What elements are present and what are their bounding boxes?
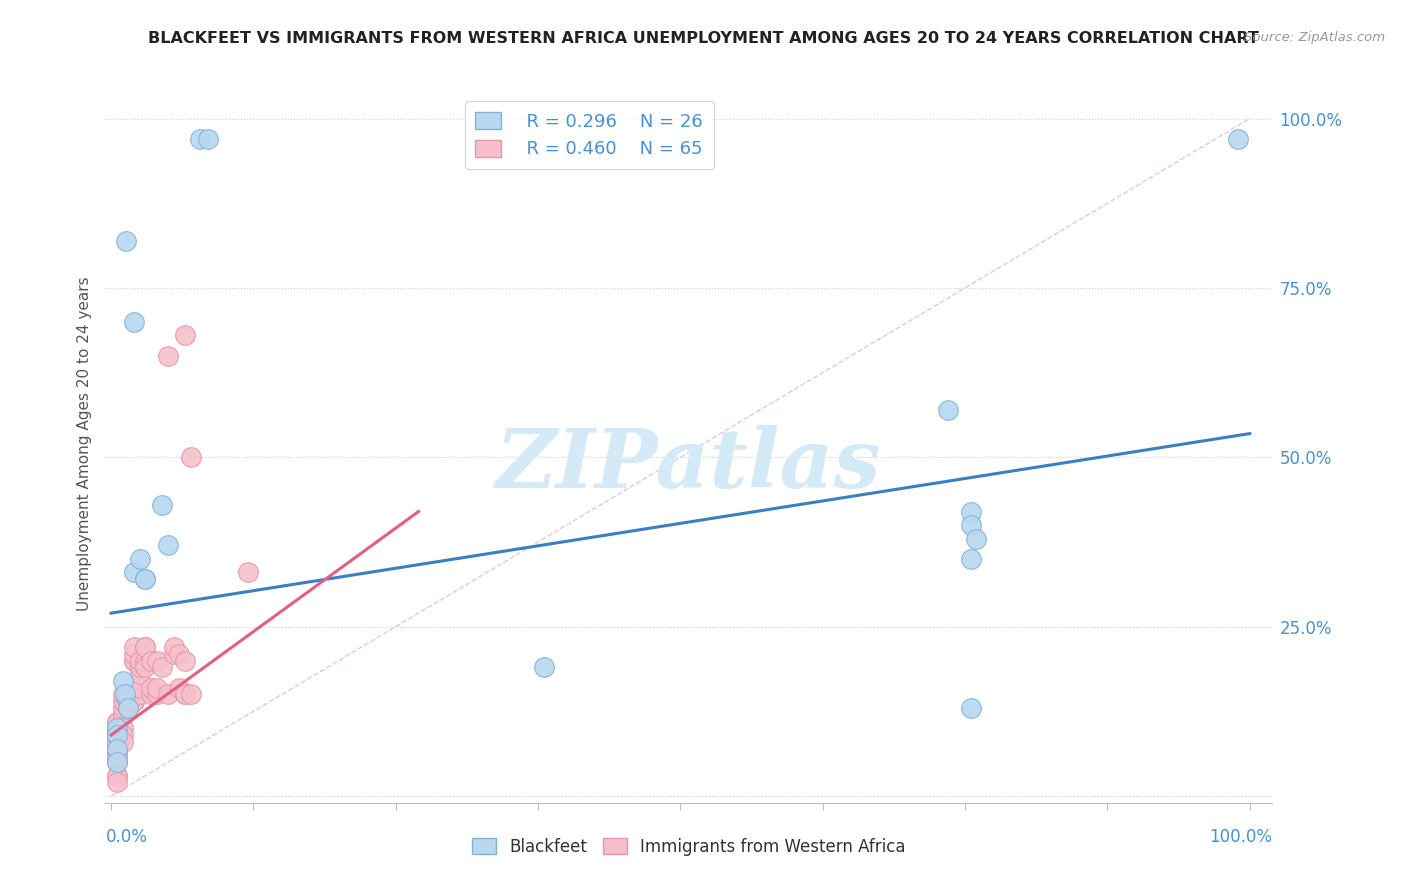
Point: [134, 572, 156, 586]
Point: [139, 687, 162, 701]
Point: [965, 532, 987, 546]
Point: [174, 654, 197, 668]
Point: [111, 707, 134, 722]
Point: [105, 755, 128, 769]
Point: [117, 687, 139, 701]
Point: [128, 654, 150, 668]
Point: [174, 687, 197, 701]
Point: [117, 701, 139, 715]
Point: [128, 552, 150, 566]
Point: [122, 566, 145, 580]
Point: [134, 660, 156, 674]
Point: [169, 681, 191, 695]
Point: [111, 673, 134, 688]
Point: [180, 450, 202, 465]
Point: [105, 748, 128, 763]
Point: [111, 728, 134, 742]
Point: [111, 687, 134, 701]
Point: [122, 640, 145, 654]
Point: [180, 687, 202, 701]
Point: [111, 701, 134, 715]
Point: [105, 748, 128, 763]
Point: [533, 660, 555, 674]
Point: [122, 647, 145, 661]
Point: [115, 234, 138, 248]
Point: [105, 721, 128, 735]
Point: [105, 775, 128, 789]
Text: Source: ZipAtlas.com: Source: ZipAtlas.com: [1244, 31, 1385, 45]
Point: [117, 701, 139, 715]
Point: [105, 714, 128, 729]
Point: [105, 714, 128, 729]
Point: [111, 707, 134, 722]
Point: [150, 498, 173, 512]
Point: [105, 728, 128, 742]
Point: [174, 328, 197, 343]
Point: [122, 694, 145, 708]
Point: [122, 654, 145, 668]
Point: [157, 687, 180, 701]
Point: [128, 667, 150, 681]
Point: [117, 694, 139, 708]
Point: [105, 741, 128, 756]
Text: BLACKFEET VS IMMIGRANTS FROM WESTERN AFRICA UNEMPLOYMENT AMONG AGES 20 TO 24 YEA: BLACKFEET VS IMMIGRANTS FROM WESTERN AFR…: [148, 31, 1258, 46]
Point: [139, 654, 162, 668]
Point: [122, 694, 145, 708]
Point: [163, 640, 186, 654]
Point: [145, 687, 167, 701]
Point: [959, 504, 981, 518]
Text: ZIPatlas: ZIPatlas: [496, 425, 882, 505]
Point: [169, 647, 191, 661]
Point: [128, 681, 150, 695]
Point: [105, 748, 128, 763]
Point: [105, 769, 128, 783]
Point: [139, 681, 162, 695]
Point: [105, 721, 128, 735]
Point: [959, 518, 981, 533]
Point: [174, 687, 197, 701]
Point: [128, 687, 150, 701]
Point: [236, 566, 259, 580]
Point: [105, 755, 128, 769]
Point: [197, 132, 219, 146]
Point: [163, 647, 186, 661]
Point: [105, 755, 128, 769]
Text: 0.0%: 0.0%: [105, 828, 148, 846]
Point: [188, 132, 211, 146]
Point: [105, 721, 128, 735]
Point: [122, 654, 145, 668]
Text: 100.0%: 100.0%: [1209, 828, 1272, 846]
Y-axis label: Unemployment Among Ages 20 to 24 years: Unemployment Among Ages 20 to 24 years: [77, 277, 93, 611]
Point: [150, 660, 173, 674]
Point: [122, 315, 145, 329]
Point: [114, 687, 136, 701]
Legend: Blackfeet, Immigrants from Western Africa: Blackfeet, Immigrants from Western Afric…: [465, 831, 912, 863]
Point: [134, 654, 156, 668]
Point: [959, 552, 981, 566]
Point: [134, 640, 156, 654]
Point: [105, 741, 128, 756]
Point: [134, 572, 156, 586]
Point: [111, 735, 134, 749]
Point: [157, 538, 180, 552]
Point: [105, 769, 128, 783]
Point: [1227, 132, 1250, 146]
Point: [959, 701, 981, 715]
Point: [145, 654, 167, 668]
Point: [111, 694, 134, 708]
Point: [105, 721, 128, 735]
Point: [128, 660, 150, 674]
Point: [117, 701, 139, 715]
Point: [134, 640, 156, 654]
Point: [105, 728, 128, 742]
Point: [936, 403, 959, 417]
Point: [157, 349, 180, 363]
Point: [105, 735, 128, 749]
Point: [105, 735, 128, 749]
Point: [105, 735, 128, 749]
Point: [105, 741, 128, 756]
Point: [145, 681, 167, 695]
Point: [105, 728, 128, 742]
Point: [111, 721, 134, 735]
